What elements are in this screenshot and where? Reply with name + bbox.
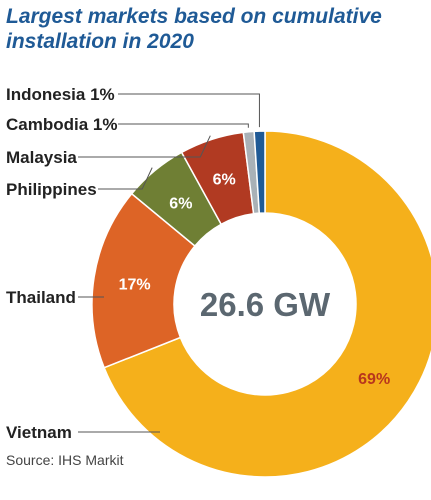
leader-line-philippines bbox=[98, 167, 153, 190]
slice-label-thailand: 17% bbox=[119, 276, 151, 293]
leader-line-malaysia bbox=[78, 135, 211, 158]
category-label-thailand: Thailand bbox=[6, 288, 76, 307]
category-label-malaysia: Malaysia bbox=[6, 148, 77, 167]
category-label-philippines: Philippines bbox=[6, 180, 97, 199]
slice-indonesia bbox=[253, 130, 266, 214]
slice-vietnam bbox=[103, 130, 431, 478]
category-label-vietnam: Vietnam bbox=[6, 423, 72, 442]
slice-label-malaysia: 6% bbox=[213, 171, 236, 188]
leader-line-cambodia bbox=[118, 123, 249, 128]
chart-title: Largest markets based on cumulative inst… bbox=[6, 5, 382, 53]
leader-line-indonesia bbox=[118, 93, 260, 128]
source-note: Source: IHS Markit bbox=[6, 452, 124, 468]
category-label-indonesia: Indonesia 1% bbox=[6, 85, 115, 104]
center-total-label: 26.6 GW bbox=[200, 286, 331, 323]
slice-label-philippines: 6% bbox=[169, 195, 192, 212]
slice-label-vietnam: 69% bbox=[358, 371, 390, 388]
category-label-cambodia: Cambodia 1% bbox=[6, 115, 117, 134]
